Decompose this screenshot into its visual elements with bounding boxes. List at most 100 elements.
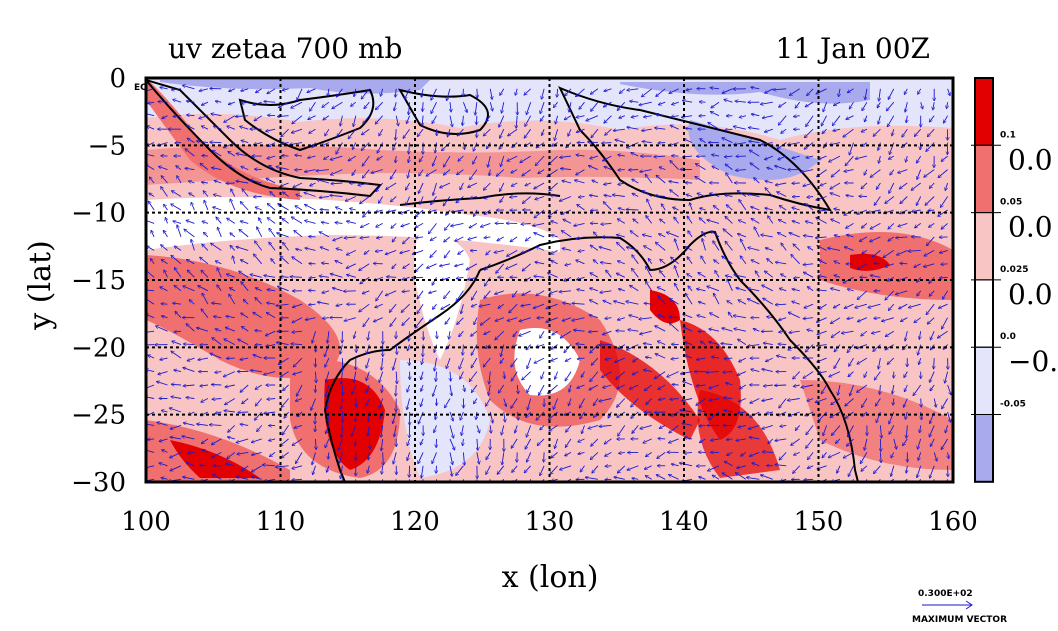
wind-vector xyxy=(627,247,639,251)
wind-vector xyxy=(559,196,572,202)
wind-vector xyxy=(254,143,262,145)
wind-vector xyxy=(806,115,814,127)
wind-vector xyxy=(421,88,423,97)
wind-vector xyxy=(617,242,626,251)
wind-vector xyxy=(565,88,572,96)
wind-vector xyxy=(266,128,276,131)
wind-vector xyxy=(576,116,585,118)
wind-vector xyxy=(762,115,773,118)
wind-vector xyxy=(236,181,249,184)
wind-vector xyxy=(940,249,948,253)
wind-vector xyxy=(371,169,383,174)
chart-title-right: 11 Jan 00Z xyxy=(776,32,930,65)
wind-vector xyxy=(466,263,478,270)
wind-vector xyxy=(185,168,195,169)
wind-vector xyxy=(173,116,182,117)
wind-vector xyxy=(889,142,895,155)
wind-vector xyxy=(941,264,948,265)
wind-vector xyxy=(561,169,572,170)
wind-vector xyxy=(724,100,733,103)
wind-vector xyxy=(375,115,384,124)
y-axis-label: y (lat) xyxy=(23,240,58,330)
wind-vector xyxy=(834,209,841,210)
wind-vector xyxy=(781,128,787,133)
wind-vector xyxy=(291,101,303,108)
wind-vector xyxy=(639,101,652,105)
wind-vector xyxy=(710,88,720,89)
wind-vector xyxy=(216,217,222,224)
wind-vector xyxy=(406,182,410,190)
wind-vector xyxy=(473,155,478,164)
wind-vector xyxy=(860,236,868,241)
wind-vector xyxy=(484,182,491,190)
chart-title-left: uv zetaa 700 mb xyxy=(168,32,402,65)
pos-core-sw xyxy=(170,440,260,478)
wind-vector xyxy=(890,169,895,175)
x-tick-label: 160 xyxy=(928,507,978,537)
wind-vector xyxy=(278,116,289,117)
wind-vector xyxy=(431,102,437,113)
wind-vector xyxy=(751,87,760,89)
wind-vector xyxy=(292,257,303,265)
wind-vector xyxy=(420,196,424,205)
wind-vector xyxy=(282,89,289,91)
wind-vector xyxy=(457,169,464,175)
wind-vector xyxy=(829,155,841,162)
wind-vector xyxy=(844,170,854,172)
wind-vector xyxy=(151,231,155,238)
wind-vector xyxy=(450,102,451,112)
wind-vector xyxy=(604,88,612,91)
wind-vector xyxy=(189,181,195,183)
wind-vector xyxy=(344,237,356,238)
colorbar-label-small: 0.0 xyxy=(1000,332,1016,342)
wind-vector xyxy=(395,156,396,163)
wind-vector xyxy=(229,102,235,104)
wind-vector xyxy=(444,155,451,167)
wind-vector xyxy=(560,156,572,157)
wind-vector xyxy=(889,155,895,159)
wind-vector xyxy=(455,236,464,241)
wind-vector xyxy=(236,116,249,117)
wind-vector xyxy=(926,142,935,152)
wind-vector xyxy=(552,142,558,146)
wind-vector xyxy=(407,115,411,124)
wind-vector xyxy=(524,128,532,138)
wind-vector xyxy=(203,191,209,197)
wind-vector xyxy=(496,263,505,273)
wind-vector xyxy=(309,290,316,291)
wind-vector xyxy=(469,223,478,227)
wind-vector xyxy=(321,222,329,223)
wind-vector xyxy=(255,207,262,211)
wind-vector xyxy=(417,128,424,136)
wind-vector xyxy=(364,101,370,108)
wind-vector xyxy=(773,89,787,90)
wind-vector xyxy=(227,126,235,130)
colorbar-swatch xyxy=(974,212,994,281)
wind-vector xyxy=(700,208,706,210)
plot-area xyxy=(146,78,953,482)
wind-vector xyxy=(892,129,894,136)
wind-vector xyxy=(921,102,923,109)
wind-vector xyxy=(352,142,357,150)
wind-vector xyxy=(360,196,370,204)
wind-vector xyxy=(376,223,383,227)
wind-vector xyxy=(655,196,666,197)
wind-vector xyxy=(671,116,679,117)
wind-vector xyxy=(551,235,558,237)
wind-vector xyxy=(282,156,289,157)
wind-vector xyxy=(163,231,168,238)
wind-vector xyxy=(390,169,397,179)
wind-vector xyxy=(270,192,276,197)
wind-vector xyxy=(722,88,733,93)
wind-vector xyxy=(661,204,666,211)
wind-vector xyxy=(576,155,585,156)
wind-vector xyxy=(271,259,276,265)
wind-vector xyxy=(631,116,639,118)
wind-vector xyxy=(888,223,895,229)
wind-vector xyxy=(490,88,492,99)
wind-vector xyxy=(171,256,182,265)
wind-vector xyxy=(520,155,531,163)
wind-vector xyxy=(534,233,545,238)
wind-vector xyxy=(165,218,167,224)
wind-vector xyxy=(239,230,249,238)
